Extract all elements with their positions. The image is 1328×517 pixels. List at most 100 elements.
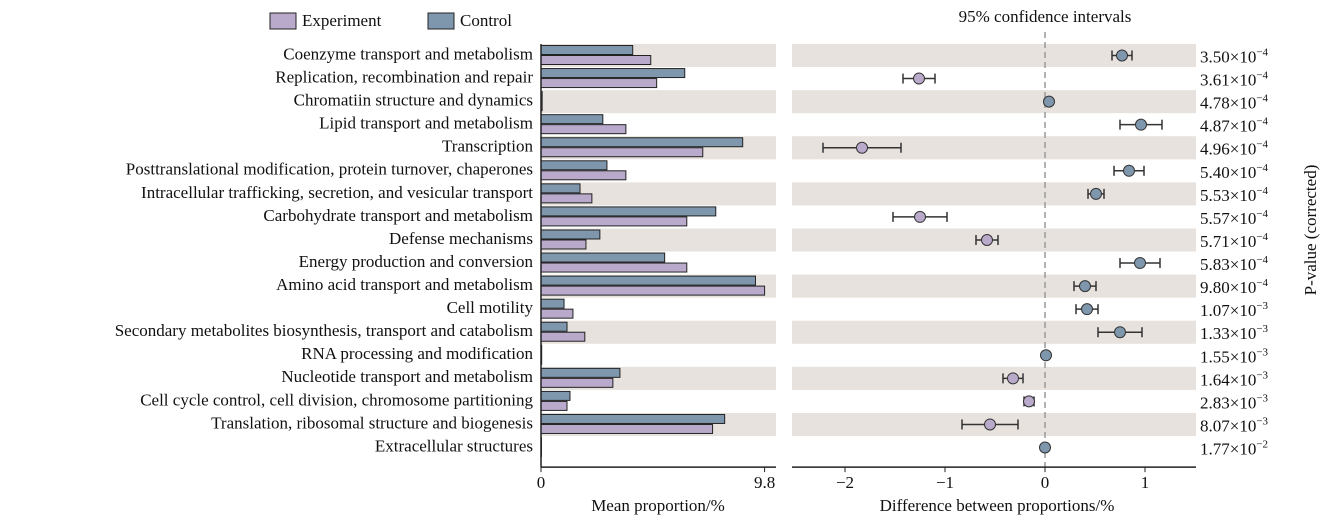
p-value-base: 1.33×10 <box>1200 324 1256 343</box>
point <box>1123 164 1135 177</box>
chart-title: 95% confidence intervals <box>959 7 1132 26</box>
bar <box>540 68 686 79</box>
p-value-label: 1.55×10−3 <box>1200 346 1269 366</box>
p-value-base: 5.40×10 <box>1200 163 1256 182</box>
category-label: Carbohydrate transport and metabolism <box>263 206 533 225</box>
p-value-exponent: −4 <box>1256 69 1268 81</box>
category-label: Energy production and conversion <box>299 252 534 271</box>
p-value-label: 4.96×10−4 <box>1200 138 1269 158</box>
point <box>1007 372 1019 385</box>
bar <box>540 160 608 171</box>
bar <box>540 413 726 424</box>
p-value-exponent: −3 <box>1256 369 1268 381</box>
p-value-base: 3.61×10 <box>1200 70 1256 89</box>
p-value-exponent: −4 <box>1256 46 1268 58</box>
category-label: Transcription <box>442 137 533 156</box>
bar <box>540 390 571 401</box>
x-tick-label: 1 <box>1141 473 1150 492</box>
bar <box>540 45 634 55</box>
row-stripe <box>541 90 776 114</box>
bar <box>540 78 658 89</box>
category-label: Replication, recombination and repair <box>275 67 533 86</box>
point <box>1039 441 1051 454</box>
bar <box>540 252 666 263</box>
p-value-exponent: −3 <box>1256 346 1268 358</box>
point <box>981 233 993 246</box>
p-value-exponent: −4 <box>1256 184 1268 196</box>
row-stripe <box>792 136 1196 160</box>
p-value-label: 4.78×10−4 <box>1200 92 1269 112</box>
legend-swatch <box>427 12 455 30</box>
category-label: Cell cycle control, cell division, chrom… <box>140 390 533 409</box>
p-value-base: 1.55×10 <box>1200 347 1256 366</box>
bar <box>540 114 604 125</box>
p-value-exponent: −4 <box>1256 92 1268 104</box>
bar <box>540 147 704 158</box>
category-label: Chromatiin structure and dynamics <box>294 91 533 110</box>
point <box>1079 280 1091 293</box>
point <box>856 141 868 154</box>
row-stripe <box>792 44 1196 68</box>
category-label: Posttranslational modification, protein … <box>126 160 533 179</box>
point <box>1081 303 1093 316</box>
category-label: RNA processing and modification <box>301 344 533 363</box>
category-label: Intracellular trafficking, secretion, an… <box>141 183 533 202</box>
point <box>1116 49 1128 62</box>
p-value-exponent: −3 <box>1256 300 1268 312</box>
p-value-label: 1.77×10−2 <box>1200 438 1268 458</box>
p-value-exponent: −2 <box>1256 438 1268 450</box>
bar <box>540 308 574 319</box>
category-label: Coenzyme transport and metabolism <box>283 44 533 63</box>
x-tick-label: −2 <box>836 473 854 492</box>
bar <box>540 193 593 204</box>
x-tick-label: 9.8 <box>754 473 775 492</box>
bar <box>540 206 717 217</box>
bar <box>540 239 587 250</box>
x-tick-label: 0 <box>1041 473 1050 492</box>
x-axis-label: Mean proportion/% <box>591 496 725 515</box>
bar <box>540 298 565 309</box>
point <box>1090 187 1102 200</box>
point <box>1040 349 1052 362</box>
p-value-base: 5.57×10 <box>1200 209 1256 228</box>
bar <box>540 183 581 194</box>
row-stripe <box>792 182 1196 206</box>
p-value-label: 5.83×10−4 <box>1200 254 1269 274</box>
bar <box>540 423 714 434</box>
p-value-exponent: −4 <box>1256 277 1268 289</box>
category-label: Translation, ribosomal structure and bio… <box>211 413 533 432</box>
x-tick-label: 0 <box>537 473 546 492</box>
row-stripe <box>792 366 1196 390</box>
bar <box>540 262 688 273</box>
p-value-label: 5.40×10−4 <box>1200 161 1269 181</box>
p-value-label: 5.57×10−4 <box>1200 207 1269 227</box>
point <box>913 72 925 85</box>
p-value-base: 4.96×10 <box>1200 140 1256 159</box>
p-value-exponent: −4 <box>1256 207 1268 219</box>
category-label: Secondary metabolites biosynthesis, tran… <box>115 321 533 340</box>
p-value-label: 8.07×10−3 <box>1200 415 1269 435</box>
x-tick-label: −1 <box>936 473 954 492</box>
p-value-label: 9.80×10−4 <box>1200 277 1269 297</box>
p-value-label: 5.71×10−4 <box>1200 231 1269 251</box>
p-value-label: 1.64×10−3 <box>1200 369 1269 389</box>
row-stripe <box>541 320 776 344</box>
bar <box>540 170 627 181</box>
p-value-label: 3.61×10−4 <box>1200 69 1269 89</box>
bar <box>540 285 766 296</box>
bar <box>540 331 586 342</box>
row-stripe <box>792 90 1196 114</box>
p-value-label: 5.53×10−4 <box>1200 184 1269 204</box>
p-value-label: 1.33×10−3 <box>1200 323 1269 343</box>
bar <box>540 124 627 135</box>
row-stripe <box>541 182 776 206</box>
y2-axis-label: P-value (corrected) <box>1301 165 1320 296</box>
p-value-base: 4.87×10 <box>1200 117 1256 136</box>
p-value-exponent: −3 <box>1256 323 1268 335</box>
p-value-exponent: −4 <box>1256 115 1268 127</box>
p-value-base: 5.53×10 <box>1200 186 1256 205</box>
bar <box>540 321 568 332</box>
p-value-base: 1.77×10 <box>1200 439 1256 458</box>
